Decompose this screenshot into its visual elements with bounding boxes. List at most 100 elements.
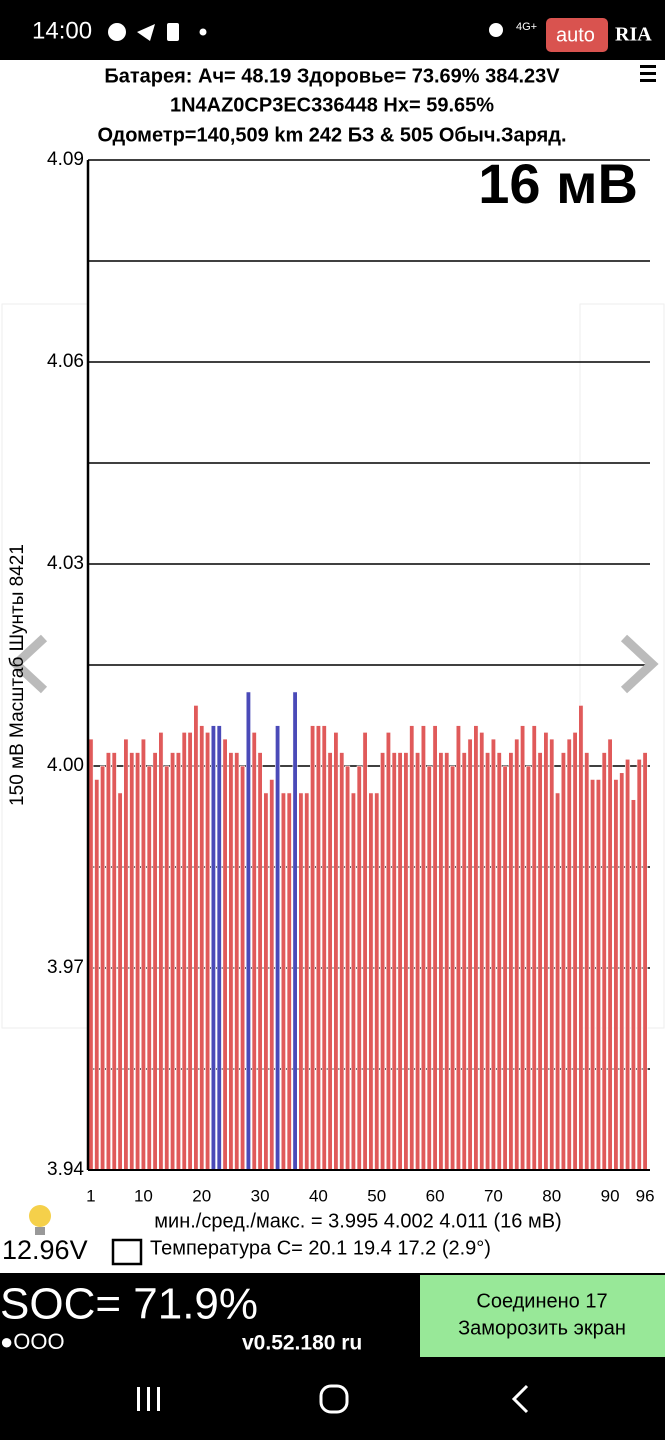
bar [298,792,304,1171]
bar [566,738,572,1171]
x-tick-label: 10 [134,1186,153,1205]
x-tick-label: 90 [601,1186,620,1205]
nav-home[interactable] [319,1384,349,1414]
watermark: RIA [615,24,652,46]
bar [140,738,146,1171]
bar [420,725,426,1171]
bar [304,792,310,1171]
y-tick-label: 4.03 [47,553,84,574]
x-tick-label: 80 [542,1186,561,1205]
bar [473,725,479,1171]
bar [187,732,193,1171]
menu-bar[interactable] [640,79,656,82]
icon [137,24,155,41]
y-tick-label: 4.06 [47,351,84,372]
bar [444,752,450,1171]
bar [205,732,211,1171]
bar [374,792,380,1171]
bar [385,732,391,1171]
bar [525,765,531,1171]
bar [310,725,316,1171]
bar [508,752,514,1171]
nav-bar [137,1384,529,1414]
bar [263,792,269,1171]
bar [467,738,473,1171]
bar [607,738,613,1171]
bar [409,725,415,1171]
bar [199,725,205,1171]
x-tick-label: 40 [309,1186,328,1205]
bar [397,752,403,1171]
bar [88,738,94,1171]
bar [327,752,333,1171]
bar [560,752,566,1171]
bar [438,752,444,1171]
menu-bar[interactable] [640,72,656,75]
x-tick-label: 50 [367,1186,386,1205]
nav-recent[interactable] [157,1387,160,1411]
bar [105,752,111,1171]
menu-bar[interactable] [640,65,656,68]
next-arrow[interactable] [620,634,659,694]
bar [590,779,596,1171]
bar [485,752,491,1171]
bar [490,738,496,1171]
version: v0.52.180 ru [242,1332,362,1355]
soc: SOC= 71.9% [0,1280,258,1329]
header-line: 1N4AZ0CP3EC336448 Hx= 59.65% [170,94,494,116]
bar [175,752,181,1171]
bar [117,792,123,1171]
bar [275,725,281,1171]
bar [549,738,555,1171]
nav-back[interactable] [511,1384,529,1414]
network: 4G+ [516,21,537,33]
x-tick-label: 30 [251,1186,270,1205]
header-line: Батарея: Ач= 48.19 Здоровье= 73.69% 384.… [104,65,560,87]
button-label[interactable]: Заморозить экран [458,1317,626,1339]
button[interactable] [420,1275,665,1357]
button-label[interactable]: Соединено 17 [476,1290,607,1312]
bar [146,765,152,1171]
icon [199,28,207,36]
nav-recent[interactable] [147,1387,150,1411]
icon [167,23,179,41]
icon [489,23,503,37]
nav-recent[interactable] [137,1387,140,1411]
bar [135,752,141,1171]
bar [432,725,438,1171]
menu-icon[interactable] [640,65,656,82]
bar [584,752,590,1171]
bar [595,779,601,1171]
bar [234,752,240,1171]
bar [251,732,257,1171]
bar [181,732,187,1171]
bar [391,752,397,1171]
watermark-bg [546,18,608,52]
bar [222,738,228,1171]
bar [537,752,543,1171]
y-axis-title: 150 мВ Масштаб Шунты 8421 [7,544,28,806]
bar [193,705,199,1171]
bar [461,752,467,1171]
clock: 14:00 [32,17,92,44]
bar [152,752,158,1171]
bar [292,691,298,1171]
bar [362,732,368,1171]
bar [514,738,520,1171]
bar [415,752,421,1171]
bar [350,792,356,1171]
bar [502,765,508,1171]
bar [210,725,216,1171]
x-tick-label: 20 [192,1186,211,1205]
stats: мин./сред./макс. = 3.995 4.002 4.011 (16… [154,1210,561,1232]
calendar-icon [111,1238,143,1266]
bar [123,738,129,1171]
bar [345,765,351,1171]
icon [108,23,126,41]
dots: ●OOO [0,1329,65,1354]
bar [426,765,432,1171]
bar [450,765,456,1171]
prev-arrow[interactable] [9,634,48,694]
bar [642,752,648,1171]
